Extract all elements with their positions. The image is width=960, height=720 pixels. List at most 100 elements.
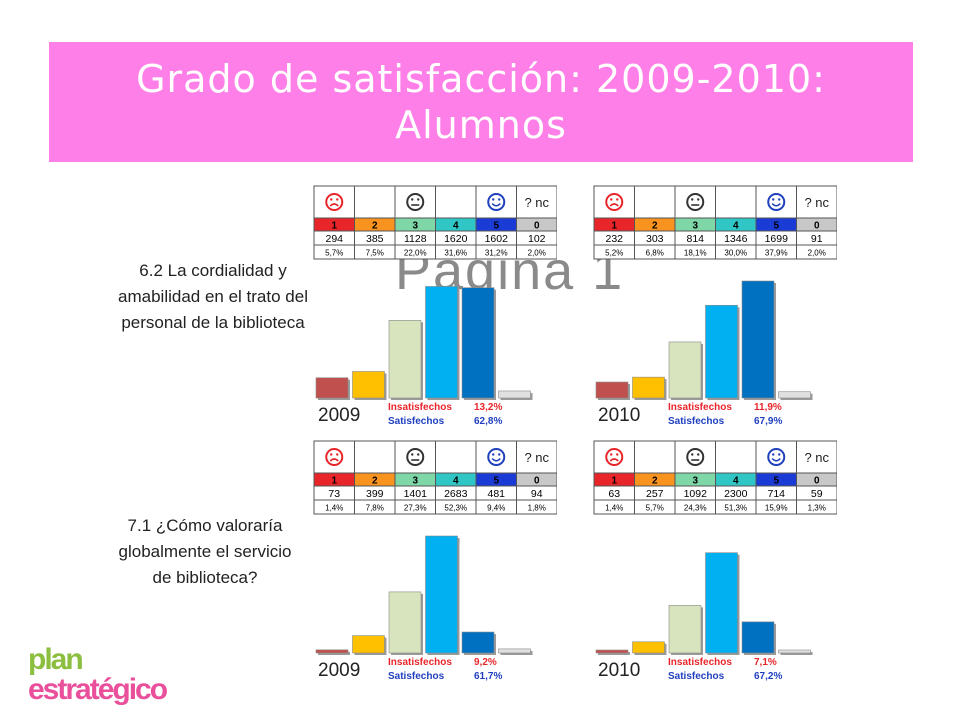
count-label: 232 <box>605 233 623 245</box>
count-label: 63 <box>608 488 620 500</box>
percent-label: 7,5% <box>366 249 384 258</box>
code-cell: 1 <box>313 472 355 487</box>
count-label: 1699 <box>765 233 789 245</box>
count-label: 294 <box>325 233 343 245</box>
bar-0 <box>778 649 811 654</box>
code-cell: 3 <box>394 217 436 232</box>
bar-0 <box>498 648 531 654</box>
code-cell: 4 <box>715 472 757 487</box>
code-cell: 2 <box>634 472 676 487</box>
insatisfechos-value: 7,1% <box>754 657 777 668</box>
count-label: 1620 <box>444 233 468 245</box>
insatisfechos-value: 13,2% <box>474 402 502 413</box>
code-label: 1 <box>611 221 617 232</box>
code-cell: 5 <box>755 472 797 487</box>
percent-label: 37,9% <box>765 249 788 258</box>
bar-3 <box>668 341 702 399</box>
code-label: 5 <box>493 476 499 487</box>
nc-label: ? nc <box>804 450 829 465</box>
code-label: 1 <box>331 476 337 487</box>
happy-face-icon <box>487 448 506 466</box>
scale-table: ? nc 1 2 3 4 5 0 232 303 814 1346 1699 91 5,2% 6,8% 18,… <box>593 185 837 260</box>
sad-face-icon <box>605 193 624 211</box>
code-label: 2 <box>372 221 378 232</box>
percent-label: 18,1% <box>684 249 707 258</box>
count-label: 481 <box>487 488 505 500</box>
logo-line2-text: estratégico <box>28 673 168 706</box>
code-cell: 3 <box>674 217 716 232</box>
neutral-face-icon <box>686 193 705 211</box>
bar-2 <box>352 371 385 399</box>
code-cell: 5 <box>475 217 517 232</box>
satisfechos-value: 67,2% <box>754 671 782 682</box>
bar-shadow <box>318 651 350 655</box>
count-label: 94 <box>531 488 543 500</box>
bar-5 <box>741 280 775 399</box>
scale-table: ? nc 1 2 3 4 5 0 294 385 1128 1620 1602 102 5,7% 7,5% 2… <box>313 185 557 260</box>
count-label: 399 <box>366 488 384 500</box>
code-cell: 2 <box>354 217 396 232</box>
bar-4 <box>425 286 458 399</box>
happy-face-icon <box>767 448 786 466</box>
insatisfechos-value: 9,2% <box>474 657 497 668</box>
year-label: 2009 <box>318 660 360 681</box>
percent-label: 15,9% <box>765 504 788 513</box>
bar-0 <box>778 391 811 399</box>
code-label: 3 <box>412 221 418 232</box>
percent-label: 1,4% <box>605 504 623 513</box>
code-cell: 0 <box>516 472 557 487</box>
percent-label: 22,0% <box>404 249 427 258</box>
bar-shadow <box>598 652 630 655</box>
bar-2 <box>352 635 385 654</box>
code-label: 2 <box>652 221 658 232</box>
chart-panel-7-1-2010: ? nc 1 2 3 4 5 0 63 257 1092 2300 714 59 1,4% 5,7% 24,3… <box>592 440 837 685</box>
code-cell: 2 <box>354 472 396 487</box>
count-label: 714 <box>767 488 785 500</box>
code-label: 0 <box>814 476 820 487</box>
count-label: 73 <box>328 488 340 500</box>
code-label: 2 <box>652 476 658 487</box>
code-label: 4 <box>453 221 459 232</box>
percent-label: 24,3% <box>684 504 707 513</box>
code-label: 0 <box>534 476 540 487</box>
count-label: 385 <box>366 233 384 245</box>
chart-svg: ? nc 1 2 3 4 5 0 294 385 1128 1620 1602 102 5,7% 7,5% 2… <box>313 185 557 427</box>
code-label: 4 <box>733 221 739 232</box>
code-cell: 1 <box>313 217 355 232</box>
satisfechos-label: Satisfechos <box>668 416 725 427</box>
bar-4 <box>705 305 738 399</box>
code-label: 5 <box>773 221 779 232</box>
count-label: 59 <box>811 488 823 500</box>
code-cell: 1 <box>593 217 635 232</box>
count-label: 2683 <box>444 488 468 500</box>
code-label: 3 <box>692 221 698 232</box>
bar-5 <box>461 287 495 399</box>
code-cell: 4 <box>715 217 757 232</box>
count-label: 1602 <box>485 233 509 245</box>
percent-label: 7,8% <box>366 504 384 513</box>
bar-2 <box>632 376 665 399</box>
code-cell: 3 <box>674 472 716 487</box>
percent-label: 1,3% <box>808 504 826 513</box>
count-label: 1092 <box>684 488 708 500</box>
bar-5 <box>461 631 495 654</box>
code-label: 3 <box>412 476 418 487</box>
insatisfechos-label: Insatisfechos <box>388 657 452 668</box>
count-label: 1401 <box>404 488 428 500</box>
percent-label: 30,0% <box>724 249 747 258</box>
count-label: 102 <box>528 233 546 245</box>
page-title-line1: Grado de satisfacción: 2009-2010: <box>136 57 826 101</box>
bar-1 <box>595 381 629 399</box>
logo-line2: estratégico <box>28 673 168 706</box>
chart-panel-6-2-2009: ? nc 1 2 3 4 5 0 294 385 1128 1620 1602 102 5,7% 7,5% 2… <box>312 185 557 430</box>
chart-svg: ? nc 1 2 3 4 5 0 63 257 1092 2300 714 59 1,4% 5,7% 24,3… <box>593 440 837 682</box>
neutral-face-icon <box>406 193 425 211</box>
year-label: 2010 <box>598 660 640 681</box>
satisfechos-label: Satisfechos <box>388 416 445 427</box>
chart-svg: ? nc 1 2 3 4 5 0 73 399 1401 2683 481 94 1,4% 7,8% 27,3… <box>313 440 557 682</box>
count-label: 303 <box>646 233 664 245</box>
question-6-2: 6.2 La cordialidad y amabilidad en el tr… <box>118 261 308 332</box>
year-label: 2010 <box>598 405 640 426</box>
code-label: 1 <box>331 221 337 232</box>
percent-label: 52,3% <box>444 504 467 513</box>
